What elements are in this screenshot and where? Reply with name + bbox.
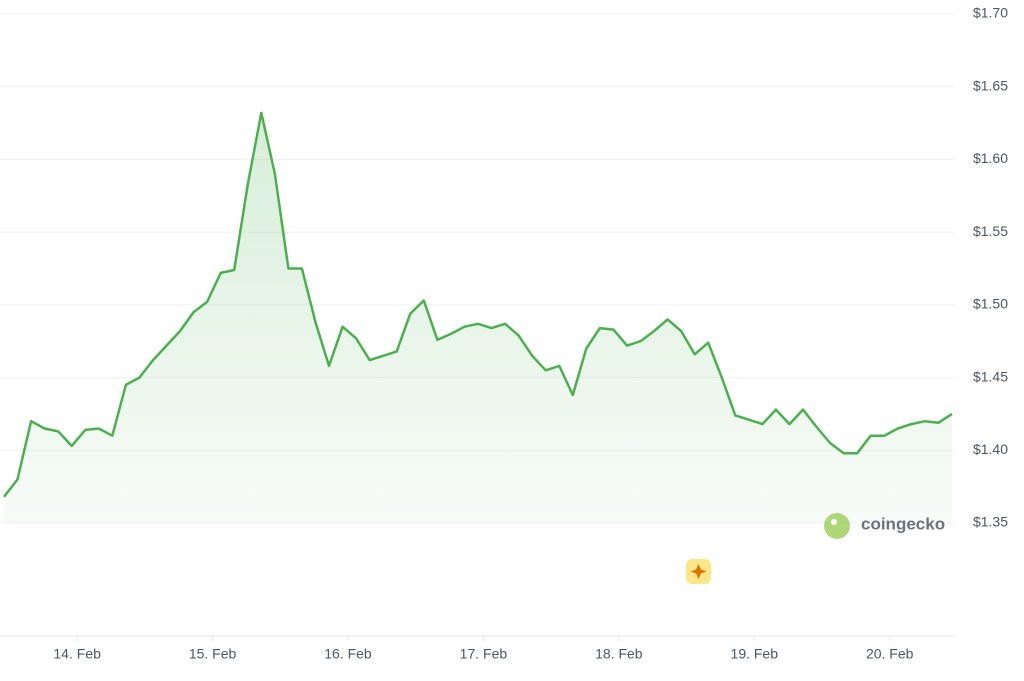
x-tick-label: 15. Feb [189,646,237,662]
y-tick-label: $1.60 [973,150,1008,166]
y-tick-label: $1.70 [973,5,1008,21]
x-tick-label: 19. Feb [731,646,779,662]
x-tick-label: 16. Feb [324,646,372,662]
ai-badge-icon [690,564,707,579]
x-tick-label: 18. Feb [595,646,643,662]
y-tick-label: $1.55 [973,223,1008,239]
y-tick-label: $1.40 [973,441,1008,457]
y-tick-label: $1.45 [973,368,1008,384]
watermark: coingecko [824,513,945,539]
y-tick-label: $1.50 [973,296,1008,312]
y-tick-label: $1.65 [973,77,1008,93]
x-tick-label: 20. Feb [866,646,914,662]
price-line [3,111,953,498]
area [4,112,952,524]
x-tick-label: 17. Feb [460,646,508,662]
ai-badge [686,559,711,584]
plot: $1.35 $1.40 $1.45 $1.50 $1.55 $1.60 $1.65 $1.70… [0,5,1008,662]
watermark-text: coingecko [861,514,945,533]
watermark-logo-eye [831,519,837,525]
watermark-logo [824,513,850,539]
x-tick-label: 14. Feb [53,646,101,662]
y-tick-label: $1.35 [973,514,1008,530]
